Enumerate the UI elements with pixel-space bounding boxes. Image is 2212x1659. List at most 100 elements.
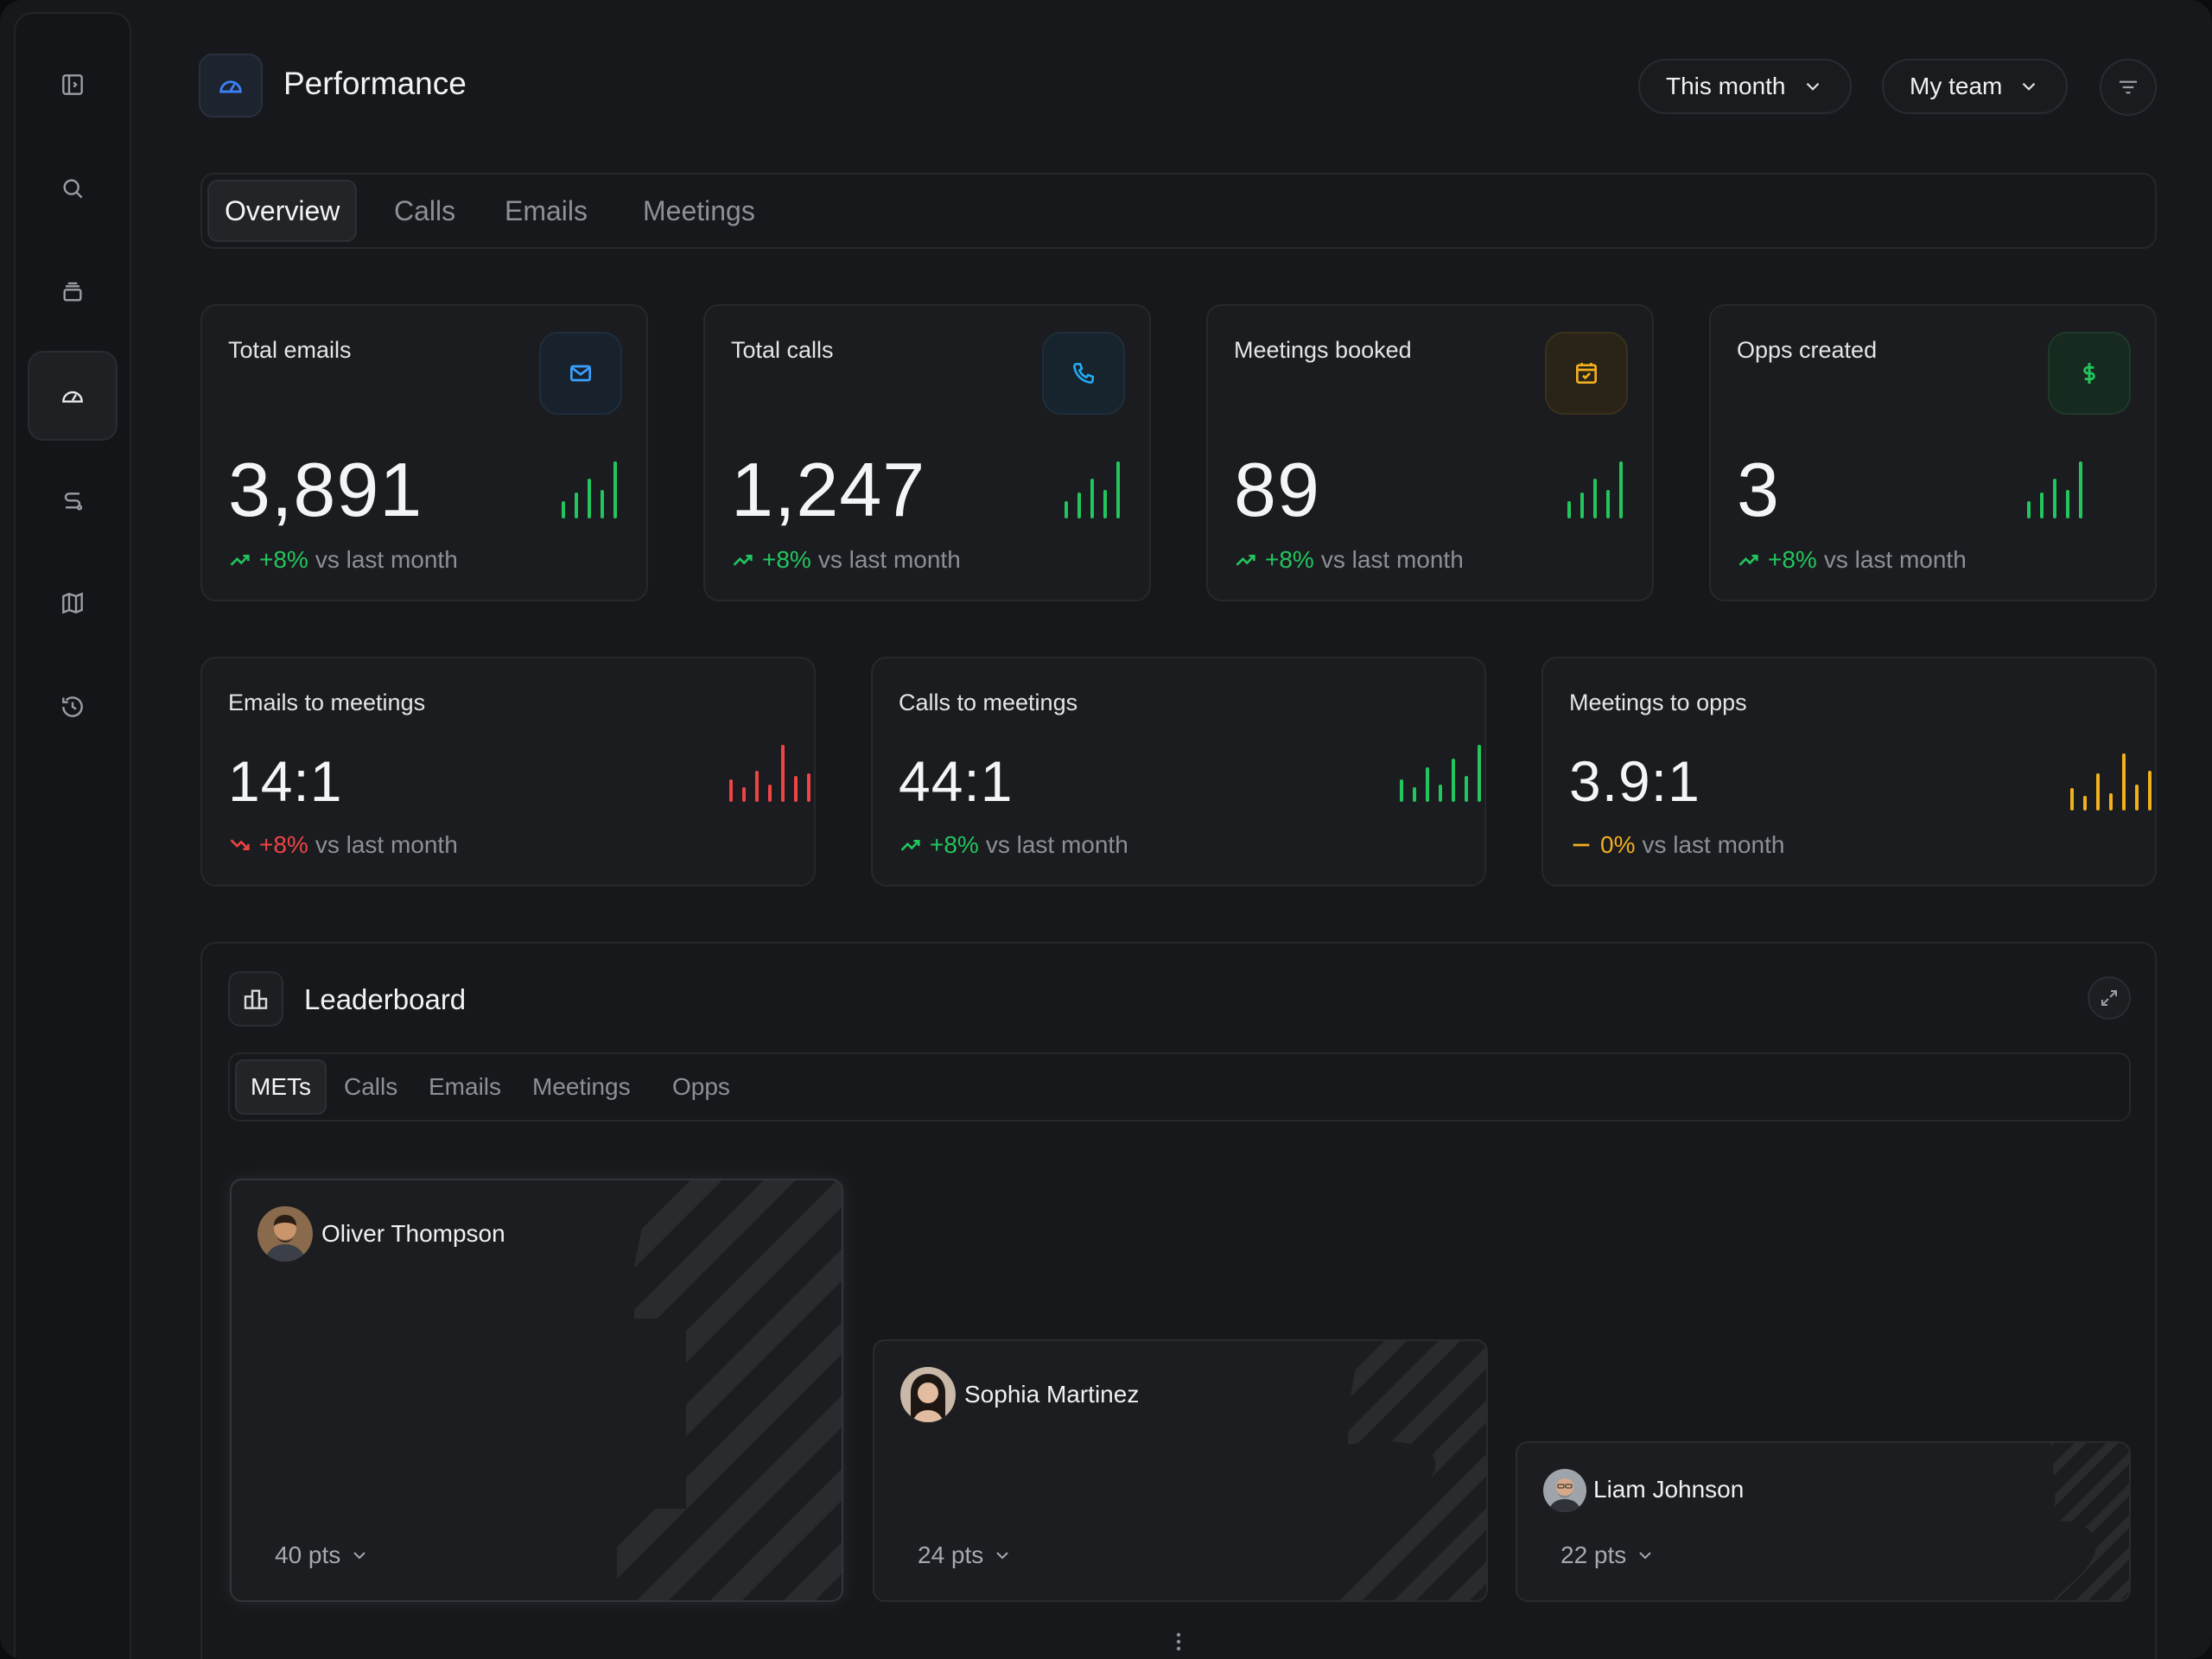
sparkline-bar <box>2122 753 2126 810</box>
sparkline-bar <box>2079 461 2082 518</box>
sparkline-bar <box>794 776 798 802</box>
stat-card-total-emails[interactable]: Total emails 3,891 +8% vs last month <box>200 304 648 601</box>
sparkline-bar <box>729 779 733 802</box>
ratio-card-meetings-to-opps[interactable]: Meetings to opps 3.9:1 0% vs last month <box>1541 657 2157 887</box>
podium-points[interactable]: 40 pts <box>275 1541 370 1569</box>
ratio-card-value: 14:1 <box>228 749 343 813</box>
stat-card-title: Total calls <box>731 337 834 363</box>
stat-card-meetings-booked[interactable]: Meetings booked 89 +8% vs last month <box>1206 304 1654 601</box>
filter-button[interactable] <box>2100 59 2157 116</box>
sparkline-bar <box>1065 501 1068 518</box>
trend-up-icon <box>1236 555 1255 566</box>
sparkline-bars <box>2070 753 2152 810</box>
sidebar-item-performance[interactable] <box>28 351 118 441</box>
podium-points[interactable]: 24 pts <box>918 1541 1013 1569</box>
expand-button[interactable] <box>2088 976 2131 1020</box>
sidebar-item-map[interactable] <box>28 558 118 648</box>
delta-percent: +8% <box>259 831 308 858</box>
sparkline-bar <box>562 501 565 518</box>
history-icon <box>62 696 83 717</box>
rank-one-pattern <box>617 1180 842 1600</box>
sidebar-item-history[interactable] <box>28 662 118 752</box>
ratio-card-emails-to-meetings[interactable]: Emails to meetings 14:1 +8% vs last mont… <box>200 657 816 887</box>
sparkline-bar <box>1090 479 1094 518</box>
ratio-card-value: 3.9:1 <box>1569 749 1700 813</box>
leaderboard-panel: Leaderboard METs Calls Emails Meetings O… <box>200 942 2157 1659</box>
ratio-card-title: Calls to meetings <box>899 690 1078 715</box>
calendar-check-icon <box>1545 332 1628 415</box>
ratio-card-title: Emails to meetings <box>228 690 426 715</box>
sparkline-bar <box>2148 771 2152 810</box>
sparkline-bar <box>755 771 759 802</box>
map-icon <box>62 592 83 614</box>
podium-first[interactable]: Oliver Thompson 40 pts <box>230 1179 843 1602</box>
trend-up-icon <box>1738 555 1758 566</box>
ratio-card-calls-to-meetings[interactable]: Calls to meetings 44:1 +8% vs last month <box>871 657 1486 887</box>
tab-emails[interactable]: Emails <box>505 194 588 226</box>
sidebar-item-sequences[interactable] <box>28 454 118 544</box>
sparkline-bar <box>1426 767 1429 802</box>
chevron-down-icon <box>1639 1552 1651 1560</box>
leaderboard-title: Leaderboard <box>304 983 467 1015</box>
sidebar-toggle-button[interactable] <box>28 40 118 130</box>
sparkline-bar <box>1439 785 1442 802</box>
sparkline-bar <box>613 461 617 518</box>
stat-card-value: 3 <box>1737 447 1780 532</box>
sparkline-bars <box>1567 461 1623 518</box>
sidebar <box>14 12 131 1659</box>
sparkline-bar <box>2053 479 2056 518</box>
delta-label: vs last month <box>1642 831 1785 858</box>
stat-card-title: Total emails <box>228 337 352 363</box>
sparkline-bar <box>1580 493 1584 518</box>
sidebar-item-search[interactable] <box>28 143 118 233</box>
podium-second[interactable]: Sophia Martinez 24 pts <box>873 1339 1488 1602</box>
stat-card-delta: +8% vs last month <box>228 546 458 574</box>
sidebar-item-inbox[interactable] <box>28 247 118 337</box>
sparkline-bar <box>1567 501 1571 518</box>
period-select[interactable]: This month <box>1638 59 1852 114</box>
dollar-icon <box>2048 332 2131 415</box>
rank-three-pattern <box>2051 1443 2129 1600</box>
stat-card-total-calls[interactable]: Total calls 1,247 +8% vs last month <box>703 304 1151 601</box>
chevron-down-icon <box>2023 82 2036 91</box>
ratio-card-delta: 0% vs last month <box>1569 831 1784 859</box>
sparkline-bar <box>1606 490 1610 518</box>
layers-icon <box>63 282 82 302</box>
tab-calls[interactable]: Calls <box>344 1073 398 1100</box>
more-options-button[interactable] <box>1175 1631 1182 1656</box>
sparkline-bars <box>1400 745 1481 802</box>
delta-percent: 0% <box>1600 831 1636 858</box>
sparkline-bar <box>2027 501 2031 518</box>
sparkline-bar <box>1413 787 1416 802</box>
sparkline-bar <box>2109 793 2113 810</box>
podium-points[interactable]: 22 pts <box>1560 1541 1656 1569</box>
stat-card-title: Meetings booked <box>1234 337 1412 363</box>
trend-up-icon <box>230 555 250 566</box>
tab-calls[interactable]: Calls <box>394 194 456 226</box>
leaderboard-tabs: METs Calls Emails Meetings Opps <box>228 1052 2131 1122</box>
main-tabs: Overview Calls Emails Meetings <box>200 173 2157 249</box>
phone-icon <box>1042 332 1125 415</box>
sparkline-bar <box>2070 788 2074 810</box>
delta-label: vs last month <box>315 546 458 573</box>
tab-opps[interactable]: Opps <box>672 1073 730 1100</box>
podium-third[interactable]: Liam Johnson 22 pts <box>1516 1441 2131 1602</box>
sparkline-bar <box>2135 785 2139 810</box>
stat-card-title: Opps created <box>1737 337 1878 363</box>
tab-meetings[interactable]: Meetings <box>643 194 755 226</box>
sparkline-bar <box>588 479 591 518</box>
sparkline-bar <box>2066 490 2069 518</box>
tab-meetings[interactable]: Meetings <box>532 1073 631 1100</box>
sparkline-bar <box>2096 773 2100 810</box>
team-select[interactable]: My team <box>1882 59 2069 114</box>
sparkline-bar <box>1593 479 1597 518</box>
tab-mets[interactable]: METs <box>235 1059 327 1115</box>
sidebar-toggle-icon <box>62 74 83 95</box>
period-select-value: This month <box>1666 73 1786 99</box>
tab-emails[interactable]: Emails <box>429 1073 502 1100</box>
stat-card-opps-created[interactable]: Opps created 3 +8% vs last month <box>1709 304 2157 601</box>
tab-overview[interactable]: Overview <box>207 180 358 242</box>
delta-label: vs last month <box>315 831 458 858</box>
more-vertical-icon <box>1176 1632 1181 1651</box>
